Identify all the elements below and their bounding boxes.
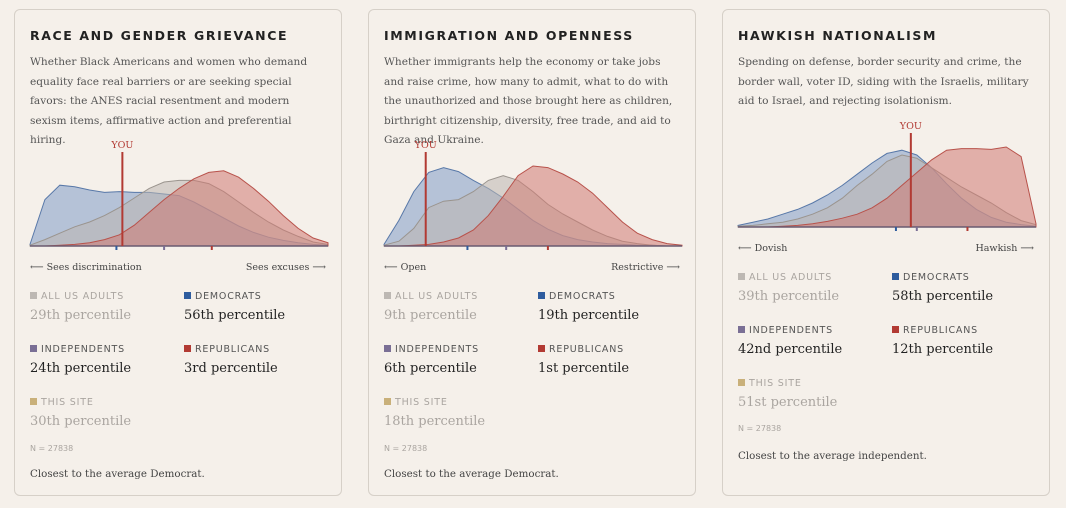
- density-republicans: [30, 170, 329, 247]
- stat-value: 39th percentile: [738, 289, 840, 304]
- card-title: IMMIGRATION AND OPENNESS: [384, 28, 634, 43]
- stat-value: 6th percentile: [384, 361, 477, 376]
- distribution-chart: YOU: [383, 138, 683, 256]
- stat-democrats: DEMOCRATS 19th percentile: [538, 291, 688, 323]
- stat-value: 51st percentile: [738, 395, 838, 410]
- stat-republicans: REPUBLICANS 12th percentile: [892, 325, 1042, 357]
- stat-value: 3rd percentile: [184, 361, 278, 376]
- axis-right-label: Restrictive ⟶: [611, 262, 680, 273]
- sample-size: N = 27838: [384, 444, 428, 453]
- swatch-site: [384, 398, 391, 405]
- axis-left-label: ⟵ Dovish: [738, 243, 788, 254]
- you-label: YOU: [899, 121, 922, 132]
- chart-svg: YOU: [383, 140, 683, 250]
- swatch-democrats: [184, 292, 191, 299]
- stat-label: INDEPENDENTS: [395, 344, 479, 355]
- stat-value: 24th percentile: [30, 361, 132, 376]
- stat-label: ALL US ADULTS: [395, 291, 479, 302]
- stat-democrats: DEMOCRATS 56th percentile: [184, 291, 334, 323]
- stat-this-site: THIS SITE 30th percentile: [30, 397, 180, 429]
- stat-label: THIS SITE: [749, 378, 802, 389]
- sample-size: N = 27838: [30, 444, 74, 453]
- stat-label: DEMOCRATS: [195, 291, 262, 302]
- card-description: Whether immigrants help the economy or t…: [384, 56, 673, 146]
- stat-value: 18th percentile: [384, 414, 486, 429]
- swatch-all: [738, 273, 745, 280]
- stat-label: REPUBLICANS: [195, 344, 270, 355]
- stat-label: ALL US ADULTS: [41, 291, 125, 302]
- card-title: HAWKISH NATIONALISM: [738, 28, 938, 43]
- stat-label: REPUBLICANS: [549, 344, 624, 355]
- card-description: Whether Black Americans and women who de…: [30, 56, 308, 146]
- stat-value: 29th percentile: [30, 308, 132, 323]
- card-race-gender: RACE AND GENDER GRIEVANCE Whether Black …: [14, 9, 342, 496]
- closest-summary: Closest to the average Democrat.: [30, 468, 205, 480]
- swatch-democrats: [892, 273, 899, 280]
- stat-label: DEMOCRATS: [549, 291, 616, 302]
- stat-label: ALL US ADULTS: [749, 272, 833, 283]
- swatch-independents: [384, 345, 391, 352]
- stat-independents: INDEPENDENTS 24th percentile: [30, 344, 180, 376]
- axis-right-label: Sees excuses ⟶: [245, 262, 326, 273]
- stat-value: 19th percentile: [538, 308, 640, 323]
- density-republicans: [384, 165, 683, 247]
- stat-republicans: REPUBLICANS 3rd percentile: [184, 344, 334, 376]
- stat-this-site: THIS SITE 51st percentile: [738, 378, 888, 410]
- axis-left-label: ⟵ Sees discrimination: [30, 262, 142, 273]
- stat-all-adults: ALL US ADULTS 29th percentile: [30, 291, 180, 323]
- stat-value: 58th percentile: [892, 289, 994, 304]
- chart-svg: YOU: [29, 140, 329, 250]
- stat-label: THIS SITE: [395, 397, 448, 408]
- stat-label: INDEPENDENTS: [41, 344, 125, 355]
- stat-this-site: THIS SITE 18th percentile: [384, 397, 534, 429]
- stat-all-adults: ALL US ADULTS 9th percentile: [384, 291, 534, 323]
- distribution-chart: YOU: [737, 119, 1037, 237]
- stat-label: INDEPENDENTS: [749, 325, 833, 336]
- axis-left-label: ⟵ Open: [384, 262, 427, 273]
- you-label: YOU: [110, 140, 133, 151]
- swatch-all: [30, 292, 37, 299]
- card-title: RACE AND GENDER GRIEVANCE: [30, 28, 289, 43]
- card-hawkish: HAWKISH NATIONALISM Spending on defense,…: [722, 9, 1050, 496]
- swatch-democrats: [538, 292, 545, 299]
- stat-all-adults: ALL US ADULTS 39th percentile: [738, 272, 888, 304]
- card-description: Spending on defense, border security and…: [738, 56, 1029, 107]
- stat-republicans: REPUBLICANS 1st percentile: [538, 344, 688, 376]
- closest-summary: Closest to the average Democrat.: [384, 468, 559, 480]
- density-republicans: [738, 146, 1037, 228]
- stat-value: 42nd percentile: [738, 342, 843, 357]
- stat-value: 12th percentile: [892, 342, 994, 357]
- stat-value: 56th percentile: [184, 308, 286, 323]
- stat-value: 9th percentile: [384, 308, 477, 323]
- card-immigration: IMMIGRATION AND OPENNESS Whether immigra…: [368, 9, 696, 496]
- swatch-site: [30, 398, 37, 405]
- stat-independents: INDEPENDENTS 42nd percentile: [738, 325, 888, 357]
- stat-value: 30th percentile: [30, 414, 132, 429]
- distribution-chart: YOU: [29, 138, 329, 256]
- stat-democrats: DEMOCRATS 58th percentile: [892, 272, 1042, 304]
- stat-independents: INDEPENDENTS 6th percentile: [384, 344, 534, 376]
- swatch-republicans: [538, 345, 545, 352]
- swatch-all: [384, 292, 391, 299]
- swatch-site: [738, 379, 745, 386]
- sample-size: N = 27838: [738, 424, 782, 433]
- axis-right-label: Hawkish ⟶: [975, 243, 1034, 254]
- stat-value: 1st percentile: [538, 361, 630, 376]
- stat-label: REPUBLICANS: [903, 325, 978, 336]
- closest-summary: Closest to the average independent.: [738, 450, 927, 462]
- swatch-independents: [30, 345, 37, 352]
- you-label: YOU: [414, 140, 437, 151]
- swatch-independents: [738, 326, 745, 333]
- swatch-republicans: [184, 345, 191, 352]
- swatch-republicans: [892, 326, 899, 333]
- stat-label: THIS SITE: [41, 397, 94, 408]
- stat-label: DEMOCRATS: [903, 272, 970, 283]
- chart-svg: YOU: [737, 121, 1037, 231]
